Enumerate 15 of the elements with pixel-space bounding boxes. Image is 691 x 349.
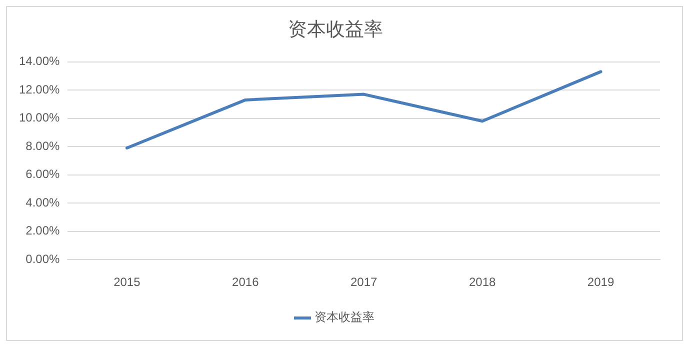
y-tick-label: 12.00% (18, 82, 60, 96)
y-tick-label: 2.00% (26, 224, 60, 238)
legend-label: 资本收益率 (314, 310, 374, 324)
y-tick-label: 0.00% (26, 252, 60, 266)
y-tick-label: 6.00% (26, 167, 60, 182)
chart-title: 资本收益率 (288, 18, 383, 40)
y-tick-label: 14.00% (18, 54, 60, 68)
x-tick-label: 2016 (232, 275, 260, 290)
x-tick-label: 2015 (114, 275, 141, 290)
y-tick-label: 4.00% (26, 195, 60, 210)
y-tick-label: 8.00% (26, 138, 60, 153)
y-tick-label: 10.00% (18, 110, 60, 125)
x-tick-label: 2018 (468, 275, 496, 290)
x-tick-label: 2017 (350, 275, 378, 290)
x-tick-label: 2019 (587, 275, 614, 290)
